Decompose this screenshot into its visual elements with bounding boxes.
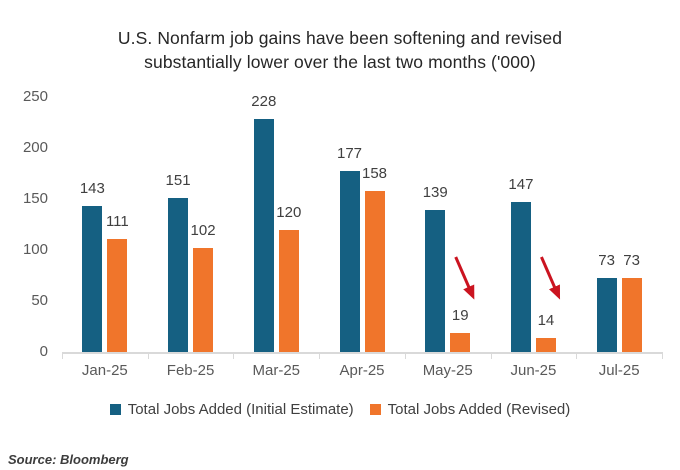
- legend-label-revised: Total Jobs Added (Revised): [387, 401, 571, 418]
- bar-value-label: 143: [79, 180, 105, 198]
- source-note: Source: Bloomberg: [8, 452, 129, 467]
- legend-label-initial: Total Jobs Added (Initial Estimate): [127, 401, 354, 418]
- chart-title: U.S. Nonfarm job gains have been softeni…: [0, 26, 680, 74]
- bar-value-label: 111: [105, 212, 129, 230]
- x-axis-tick: [490, 352, 492, 359]
- bar-value-label: 120: [276, 203, 302, 221]
- bar-value-label: 73: [598, 251, 615, 269]
- y-axis-label: 250: [22, 88, 48, 105]
- bar-revised-jun-25: [535, 337, 556, 352]
- y-axis-label: 0: [39, 343, 48, 360]
- x-axis-label: Jan-25: [81, 362, 128, 379]
- bar-revised-jan-25: [107, 238, 128, 352]
- bar-revised-may-25: [450, 332, 471, 352]
- x-axis-label: May-25: [422, 362, 473, 379]
- bar-value-label: 14: [537, 311, 555, 329]
- bar-revised-mar-25: [278, 229, 299, 352]
- bar-initial-mar-25: [253, 119, 274, 352]
- x-axis-label: Jul-25: [598, 362, 640, 379]
- x-axis-tick: [319, 352, 321, 359]
- x-axis-tick: [576, 352, 578, 359]
- x-axis-label: Mar-25: [252, 362, 301, 379]
- chart-title-line-1: U.S. Nonfarm job gains have been softeni…: [117, 28, 563, 48]
- y-axis-label: 100: [22, 241, 48, 258]
- bar-initial-jul-25: [596, 277, 617, 352]
- bar-revised-feb-25: [193, 247, 214, 352]
- bar-value-label: 139: [422, 184, 448, 202]
- bar-initial-jun-25: [510, 202, 531, 352]
- x-axis-tick: [233, 352, 235, 359]
- legend-swatch-initial-icon: [109, 404, 121, 415]
- legend-swatch-revised-icon: [369, 404, 381, 415]
- y-axis-label: 50: [31, 292, 48, 309]
- bar-initial-feb-25: [168, 197, 189, 352]
- y-axis-label: 200: [22, 139, 48, 156]
- chart-legend: Total Jobs Added (Initial Estimate) Tota…: [0, 401, 680, 418]
- bar-value-label: 228: [251, 93, 277, 111]
- x-axis-label: Jun-25: [510, 362, 557, 379]
- bar-value-label: 151: [165, 171, 191, 189]
- bar-revised-apr-25: [364, 190, 385, 352]
- bar-value-label: 102: [190, 221, 216, 239]
- bar-initial-jan-25: [82, 206, 103, 352]
- x-axis-tick: [662, 352, 663, 359]
- legend-item-revised: Total Jobs Added (Revised): [369, 401, 571, 418]
- bar-value-label: 19: [451, 306, 469, 324]
- y-axis-label: 150: [22, 190, 48, 207]
- x-axis-tick: [62, 352, 63, 359]
- x-axis-tick: [147, 352, 149, 359]
- bar-initial-apr-25: [339, 171, 360, 352]
- legend-item-initial-estimate: Total Jobs Added (Initial Estimate): [109, 401, 354, 418]
- bar-value-label: 158: [361, 164, 388, 182]
- x-axis-line: [62, 352, 662, 354]
- bar-initial-may-25: [425, 210, 446, 352]
- chart-title-line-2: substantially lower over the last two mo…: [144, 52, 536, 72]
- bar-revised-jul-25: [621, 277, 642, 352]
- x-axis-label: Feb-25: [166, 362, 215, 379]
- bar-value-label: 147: [508, 176, 534, 194]
- x-axis-tick: [404, 352, 406, 359]
- bar-value-label: 177: [336, 145, 363, 163]
- bar-value-label: 73: [623, 251, 640, 269]
- x-axis-label: Apr-25: [339, 362, 385, 379]
